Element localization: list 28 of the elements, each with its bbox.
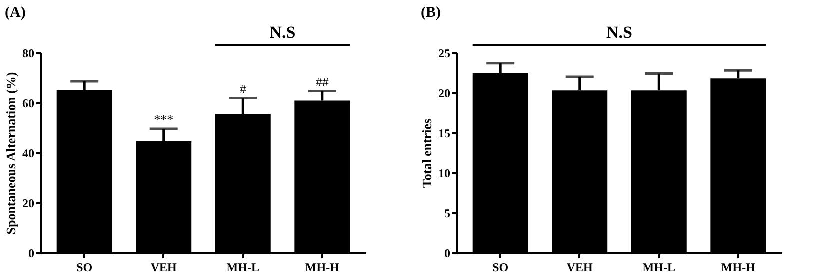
annotation: *** (154, 112, 174, 127)
y-axis-title: Total entries (420, 118, 434, 188)
y-tick-label: 10 (438, 166, 450, 180)
y-tick-label: 20 (22, 196, 34, 210)
y-tick-label: 5 (444, 206, 450, 220)
y-axis-title: Spontaneous Alternation (%) (4, 72, 18, 235)
text: N.S (606, 23, 632, 42)
x-tick-label: MH-H (305, 260, 340, 274)
x-tick-label: MH-L (642, 260, 676, 274)
annotation: ## (316, 74, 330, 90)
x-tick-label: MH-H (721, 260, 756, 274)
y-tick-label: 20 (438, 86, 450, 100)
text: N.S (270, 23, 296, 42)
y-tick-label: 40 (22, 146, 34, 160)
y-tick-label: 25 (438, 46, 450, 60)
x-tick-label: VEH (566, 260, 594, 274)
x-tick-label: SO (76, 260, 93, 274)
y-tick-label: 0 (444, 246, 450, 260)
x-tick-label: MH-L (226, 260, 260, 274)
chart-title: (A) (5, 5, 26, 21)
annotation: # (240, 81, 247, 96)
x-tick-label: SO (492, 260, 509, 274)
y-tick-label: 60 (22, 96, 34, 110)
y-tick-label: 15 (438, 126, 450, 140)
y-tick-label: 80 (22, 46, 34, 60)
chart-title: (B) (421, 5, 441, 21)
y-tick-label: 0 (28, 246, 34, 260)
x-tick-label: VEH (150, 260, 178, 274)
